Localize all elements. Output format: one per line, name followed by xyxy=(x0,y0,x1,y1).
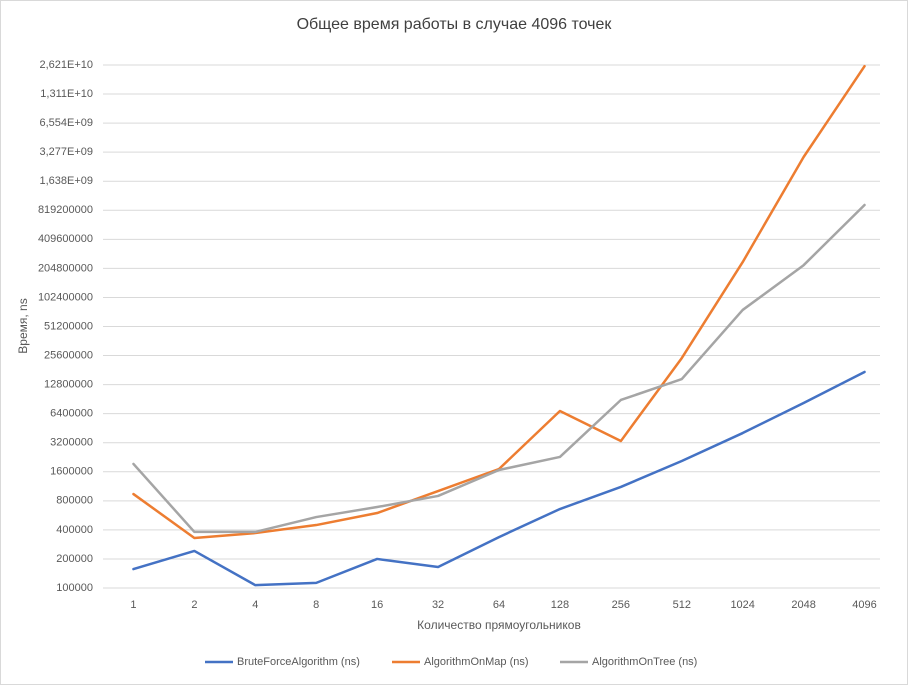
y-tick-label: 200000 xyxy=(56,553,93,565)
x-tick-label: 8 xyxy=(313,599,319,611)
y-tick-label: 3,277E+09 xyxy=(39,146,93,158)
series-line xyxy=(132,203,866,534)
x-tick-label: 32 xyxy=(432,599,444,611)
x-tick-label: 4 xyxy=(252,599,258,611)
x-axis-label: Количество прямоугольников xyxy=(417,618,581,632)
y-tick-label: 102400000 xyxy=(38,291,93,303)
y-tick-label: 6,554E+09 xyxy=(39,117,93,129)
x-tick-label: 256 xyxy=(612,599,630,611)
x-tick-label: 2 xyxy=(191,599,197,611)
y-tick-label: 51200000 xyxy=(44,320,93,332)
y-tick-label: 25600000 xyxy=(44,349,93,361)
chart-title: Общее время работы в случае 4096 точек xyxy=(297,16,613,33)
x-tick-label: 4096 xyxy=(852,599,876,611)
legend-label: AlgorithmOnMap (ns) xyxy=(424,656,529,668)
y-tick-label: 400000 xyxy=(56,524,93,536)
x-tick-label: 1024 xyxy=(730,599,754,611)
y-tick-label: 1600000 xyxy=(50,466,93,478)
legend-label: AlgorithmOnTree (ns) xyxy=(592,656,697,668)
y-tick-label: 1,311E+10 xyxy=(40,88,93,100)
y-tick-label: 819200000 xyxy=(38,204,93,216)
y-tick-label: 204800000 xyxy=(38,262,93,274)
series-line xyxy=(132,370,866,587)
y-tick-label: 6400000 xyxy=(50,408,93,420)
y-tick-label: 409600000 xyxy=(38,233,93,245)
legend-label: BruteForceAlgorithm (ns) xyxy=(237,656,360,668)
y-tick-label: 800000 xyxy=(56,495,93,507)
x-tick-label: 128 xyxy=(551,599,569,611)
y-tick-label: 100000 xyxy=(56,582,93,594)
x-tick-label: 1 xyxy=(130,599,136,611)
y-tick-label: 12800000 xyxy=(44,379,93,391)
y-tick-label: 1,638E+09 xyxy=(39,175,93,187)
y-tick-label: 3200000 xyxy=(50,437,93,449)
y-axis-label: Время, ns xyxy=(16,298,30,353)
y-tick-label: 2,621E+10 xyxy=(39,59,93,71)
x-tick-label: 2048 xyxy=(791,599,815,611)
x-tick-label: 512 xyxy=(673,599,691,611)
x-tick-label: 16 xyxy=(371,599,383,611)
x-tick-label: 64 xyxy=(493,599,505,611)
